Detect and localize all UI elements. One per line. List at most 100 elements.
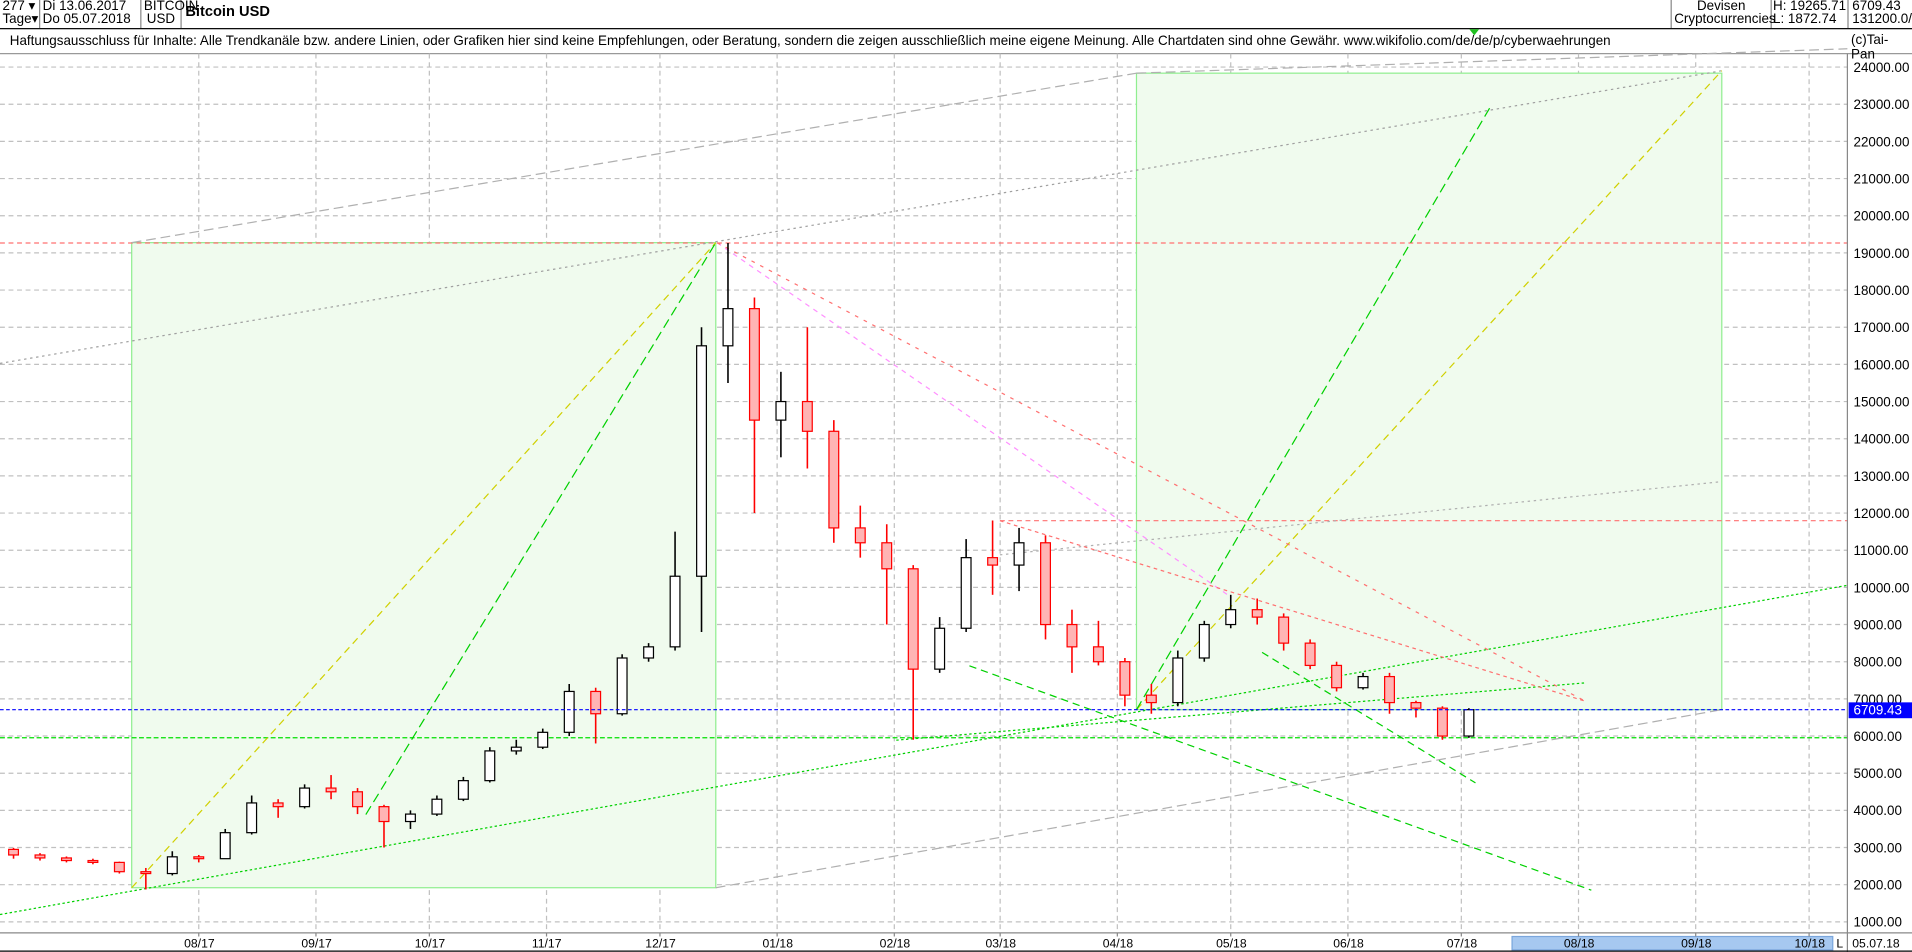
candle-body [431, 798, 443, 815]
candle-body [1304, 642, 1316, 667]
y-tick-label: 9000.00 [1853, 617, 1901, 632]
candle [140, 867, 152, 890]
period-unit-dropdown[interactable]: Tage▾ [2, 12, 39, 27]
candle [299, 784, 311, 809]
copyright-label: (c)Tai-Pan [1851, 32, 1889, 63]
candle [1225, 594, 1237, 629]
y-tick-label: 12000.00 [1853, 506, 1909, 521]
candle-body [828, 430, 840, 529]
x-tick-label: 09/17 [301, 936, 332, 950]
trend-line [365, 242, 717, 815]
candle [881, 524, 893, 625]
trend-line [131, 242, 717, 889]
chevron-down-icon: ▾ [28, 0, 36, 14]
period-selector[interactable]: 277 ▾ Tage▾ [0, 0, 41, 29]
candle [219, 828, 231, 860]
candle-body [140, 871, 152, 875]
x-tick-label: 05/18 [1216, 936, 1247, 950]
high-value: H: 19265.71 [1773, 0, 1847, 14]
candle [60, 856, 72, 863]
candle [537, 728, 549, 750]
candle [590, 687, 602, 744]
trend-line [1261, 651, 1476, 784]
date-to[interactable]: Do 05.07.2018 [42, 12, 131, 27]
trend-line [1136, 70, 1723, 711]
bars-count-dropdown[interactable]: 277 ▾ [2, 0, 36, 14]
y-tick-label: 10000.00 [1853, 580, 1909, 595]
candle [431, 795, 443, 816]
candle-body [1251, 609, 1263, 618]
candle [854, 505, 866, 558]
low-value: L: 1872.74 [1773, 12, 1837, 27]
candle [907, 565, 919, 740]
candle-body [246, 802, 258, 834]
candle [272, 799, 284, 818]
candle-body [1225, 609, 1237, 626]
candle [696, 327, 708, 632]
chart-title: Bitcoin USD [185, 2, 270, 20]
trend-line [131, 72, 1137, 244]
candle-body [352, 791, 364, 808]
trend-line [715, 709, 1722, 889]
y-tick-label: 16000.00 [1853, 357, 1909, 372]
candle [934, 617, 946, 673]
candle-body [1013, 542, 1025, 566]
candle-body [1436, 707, 1448, 737]
y-tick-label: 4000.00 [1853, 803, 1901, 818]
candle [325, 775, 337, 800]
candle-body [1331, 664, 1343, 689]
candle-body [563, 690, 575, 733]
candle [1040, 535, 1052, 640]
candle [775, 371, 787, 458]
target-box [1135, 72, 1723, 711]
candle-body [1172, 657, 1184, 704]
trend-line [0, 584, 1848, 916]
y-tick-label: 3000.00 [1853, 840, 1901, 855]
candle [484, 747, 496, 783]
candle [669, 531, 681, 651]
candle [1145, 684, 1157, 714]
candle [34, 853, 46, 861]
candle [166, 851, 178, 876]
date-from[interactable]: Di 13.06.2017 [42, 0, 127, 14]
candle-body [696, 345, 708, 577]
candle-body [166, 856, 178, 875]
y-tick-label: 21000.00 [1853, 171, 1909, 186]
last-price-label: 6709.43 [1853, 703, 1901, 718]
candle-body [1410, 701, 1422, 709]
trend-line [1136, 48, 1848, 74]
candle [1304, 639, 1316, 670]
candle-body [881, 542, 893, 570]
time-scrollbar[interactable] [1511, 935, 1834, 951]
candle-body [616, 657, 628, 715]
y-tick-label: 11000.00 [1853, 543, 1908, 558]
candle-body [510, 746, 522, 752]
y-tick-label: 8000.00 [1853, 655, 1901, 670]
volume-value: 131200.0/ [1852, 12, 1912, 27]
trend-line [896, 682, 1586, 741]
scroll-marker-label: L [1836, 936, 1843, 950]
y-tick-label: 17000.00 [1853, 320, 1909, 335]
trend-line [716, 242, 1586, 702]
candle [457, 776, 469, 802]
y-tick-label: 15000.00 [1853, 394, 1909, 409]
x-tick-label: 04/18 [1103, 936, 1134, 950]
candle-body [960, 557, 972, 629]
x-tick-label: 02/18 [880, 936, 911, 950]
candle-body [325, 787, 337, 793]
candle-body [1092, 646, 1104, 663]
trend-line [716, 242, 1232, 599]
candle [1436, 706, 1448, 740]
candle [1357, 672, 1369, 690]
candle [1198, 620, 1210, 662]
category: Devisen Cryptocurrencies [1670, 0, 1776, 29]
y-tick-label: 14000.00 [1853, 432, 1909, 447]
candle-body [87, 859, 99, 864]
x-tick-label: 08/17 [184, 936, 215, 950]
candle-body [934, 627, 946, 670]
candle [722, 243, 734, 383]
candle-body [854, 527, 866, 544]
trend-line [969, 665, 1592, 891]
candle [1172, 650, 1184, 707]
